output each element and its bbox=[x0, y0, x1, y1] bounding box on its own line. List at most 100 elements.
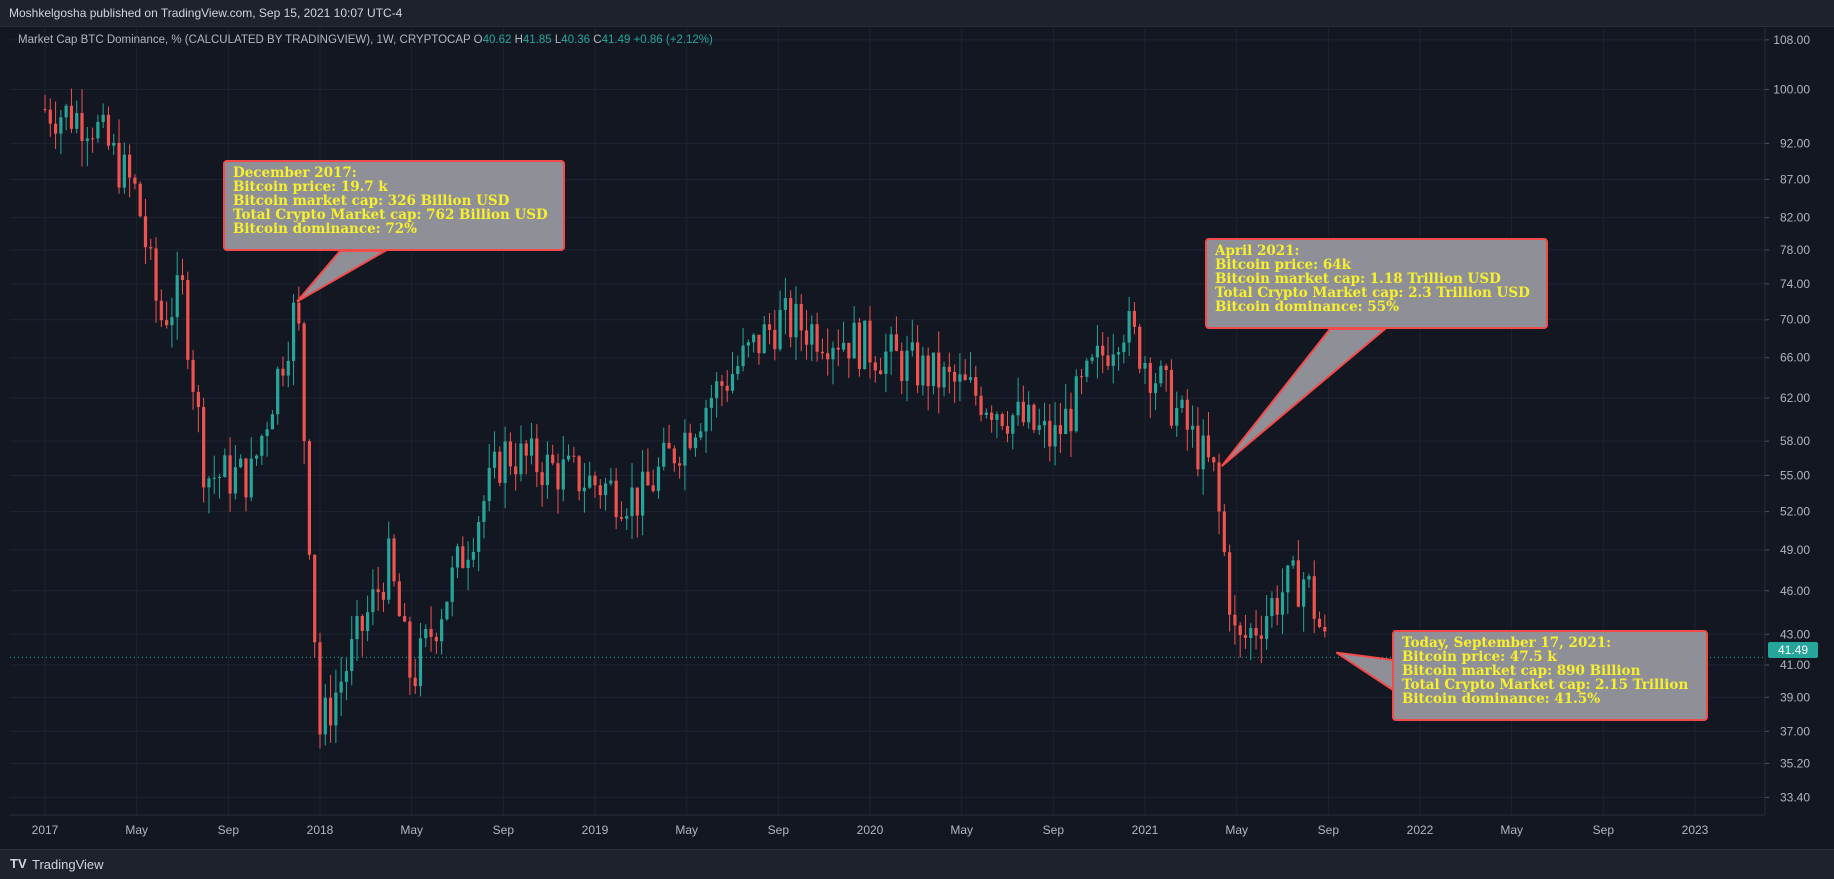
candle-body bbox=[651, 485, 655, 492]
candle-body bbox=[212, 477, 216, 479]
candle-body bbox=[64, 105, 68, 118]
candle-body bbox=[588, 475, 592, 488]
symbol-legend[interactable]: Market Cap BTC Dominance, % (CALCULATED … bbox=[18, 34, 713, 46]
close-value: 41.49 bbox=[601, 34, 631, 46]
candle-body bbox=[138, 183, 142, 217]
candle-body bbox=[614, 480, 618, 518]
candle-body bbox=[1317, 618, 1322, 628]
y-tick-label: 78.00 bbox=[1780, 243, 1810, 257]
candle-body bbox=[1027, 404, 1031, 423]
x-tick-label: Sep bbox=[493, 823, 515, 837]
y-tick-label: 74.00 bbox=[1780, 277, 1810, 291]
candle-body bbox=[1111, 354, 1115, 366]
candle-body bbox=[535, 438, 539, 473]
candle-body bbox=[286, 360, 290, 376]
candle-body bbox=[789, 298, 793, 338]
annotation-apr-2021[interactable]: April 2021: Bitcoin price: 64k Bitcoin m… bbox=[1205, 238, 1548, 329]
candle-body bbox=[799, 303, 803, 331]
candle-body bbox=[1286, 565, 1290, 593]
candle-body bbox=[852, 322, 856, 359]
last-price-tag: 41.49 bbox=[1768, 642, 1818, 658]
candle-body bbox=[1127, 311, 1131, 343]
x-tick-label: 2022 bbox=[1407, 823, 1434, 837]
x-tick-label: Sep bbox=[1318, 823, 1340, 837]
candle-body bbox=[1095, 345, 1100, 358]
candle-body bbox=[514, 466, 518, 475]
x-tick-label: 2020 bbox=[857, 823, 884, 837]
candle-body bbox=[1148, 363, 1152, 393]
candle-body bbox=[170, 317, 174, 326]
candle-body bbox=[678, 463, 682, 466]
candle-body bbox=[355, 616, 359, 640]
y-tick-label: 52.00 bbox=[1780, 505, 1810, 519]
candle-body bbox=[365, 612, 370, 631]
candle-body bbox=[450, 567, 454, 602]
y-tick-label: 70.00 bbox=[1780, 313, 1810, 327]
candle-body bbox=[1307, 576, 1311, 580]
candle-body bbox=[149, 247, 153, 249]
x-tick-label: Sep bbox=[1043, 823, 1065, 837]
candle-body bbox=[106, 114, 111, 146]
candle-body bbox=[873, 362, 877, 371]
candle-body bbox=[53, 123, 58, 134]
candle-body bbox=[440, 619, 444, 642]
candle-body bbox=[1185, 399, 1189, 430]
y-tick-label: 35.20 bbox=[1780, 756, 1810, 770]
candle-body bbox=[344, 671, 349, 682]
annotation-sep-2021[interactable]: Today, September 17, 2021: Bitcoin price… bbox=[1392, 630, 1708, 721]
candle-body bbox=[96, 121, 100, 139]
candle-body bbox=[122, 154, 126, 188]
candle-body bbox=[1090, 357, 1094, 361]
candle-body bbox=[1058, 425, 1062, 435]
candle-body bbox=[1064, 408, 1068, 435]
candle-body bbox=[868, 320, 872, 363]
candle-body bbox=[884, 351, 888, 375]
annotation-line: Bitcoin price: 64k bbox=[1215, 257, 1351, 273]
candle-body bbox=[942, 366, 946, 388]
candle-body bbox=[609, 480, 613, 484]
candle-body bbox=[392, 538, 396, 582]
candle-body bbox=[1196, 425, 1200, 470]
candle-body bbox=[915, 342, 920, 386]
candle-body bbox=[730, 374, 735, 391]
candle-body bbox=[741, 345, 745, 367]
annotation-line: Bitcoin market cap: 1.18 Trillion USD bbox=[1215, 271, 1501, 287]
candle-body bbox=[313, 554, 317, 643]
candle-body bbox=[1265, 616, 1269, 639]
candle-body bbox=[1032, 404, 1036, 430]
candle-body bbox=[1233, 614, 1237, 626]
y-tick-label: 82.00 bbox=[1780, 211, 1810, 225]
candle-body bbox=[667, 442, 671, 449]
candle-body bbox=[831, 347, 835, 360]
candle-body bbox=[85, 138, 89, 141]
candle-body bbox=[339, 681, 343, 693]
candle-body bbox=[857, 322, 862, 370]
candle-body bbox=[736, 366, 740, 375]
candle-body bbox=[577, 456, 581, 492]
candle-body bbox=[572, 455, 576, 457]
candle-body bbox=[1074, 376, 1078, 432]
candle-body bbox=[635, 487, 639, 516]
candle-body bbox=[1201, 435, 1205, 470]
candle-body bbox=[482, 501, 486, 522]
publish-header: Moshkelgosha published on TradingView.co… bbox=[0, 0, 1834, 27]
candle-body bbox=[836, 347, 840, 350]
candle-body bbox=[498, 451, 502, 483]
candle-body bbox=[477, 521, 481, 552]
candle-body bbox=[1085, 360, 1089, 377]
candle-body bbox=[1206, 435, 1211, 458]
candle-body bbox=[59, 117, 63, 134]
candle-body bbox=[540, 472, 544, 486]
candle-body bbox=[630, 487, 634, 517]
annotation-dec-2017[interactable]: December 2017: Bitcoin price: 19.7 k Bit… bbox=[223, 160, 565, 251]
candle-body bbox=[408, 621, 412, 678]
candle-body bbox=[804, 330, 809, 345]
candle-body bbox=[810, 324, 814, 345]
candle-body bbox=[508, 441, 512, 467]
y-tick-label: 33.40 bbox=[1780, 790, 1810, 804]
candle-body bbox=[223, 455, 227, 478]
candle-body bbox=[640, 471, 645, 516]
y-tick-label: 108.00 bbox=[1773, 33, 1810, 47]
x-tick-label: 2019 bbox=[582, 823, 609, 837]
